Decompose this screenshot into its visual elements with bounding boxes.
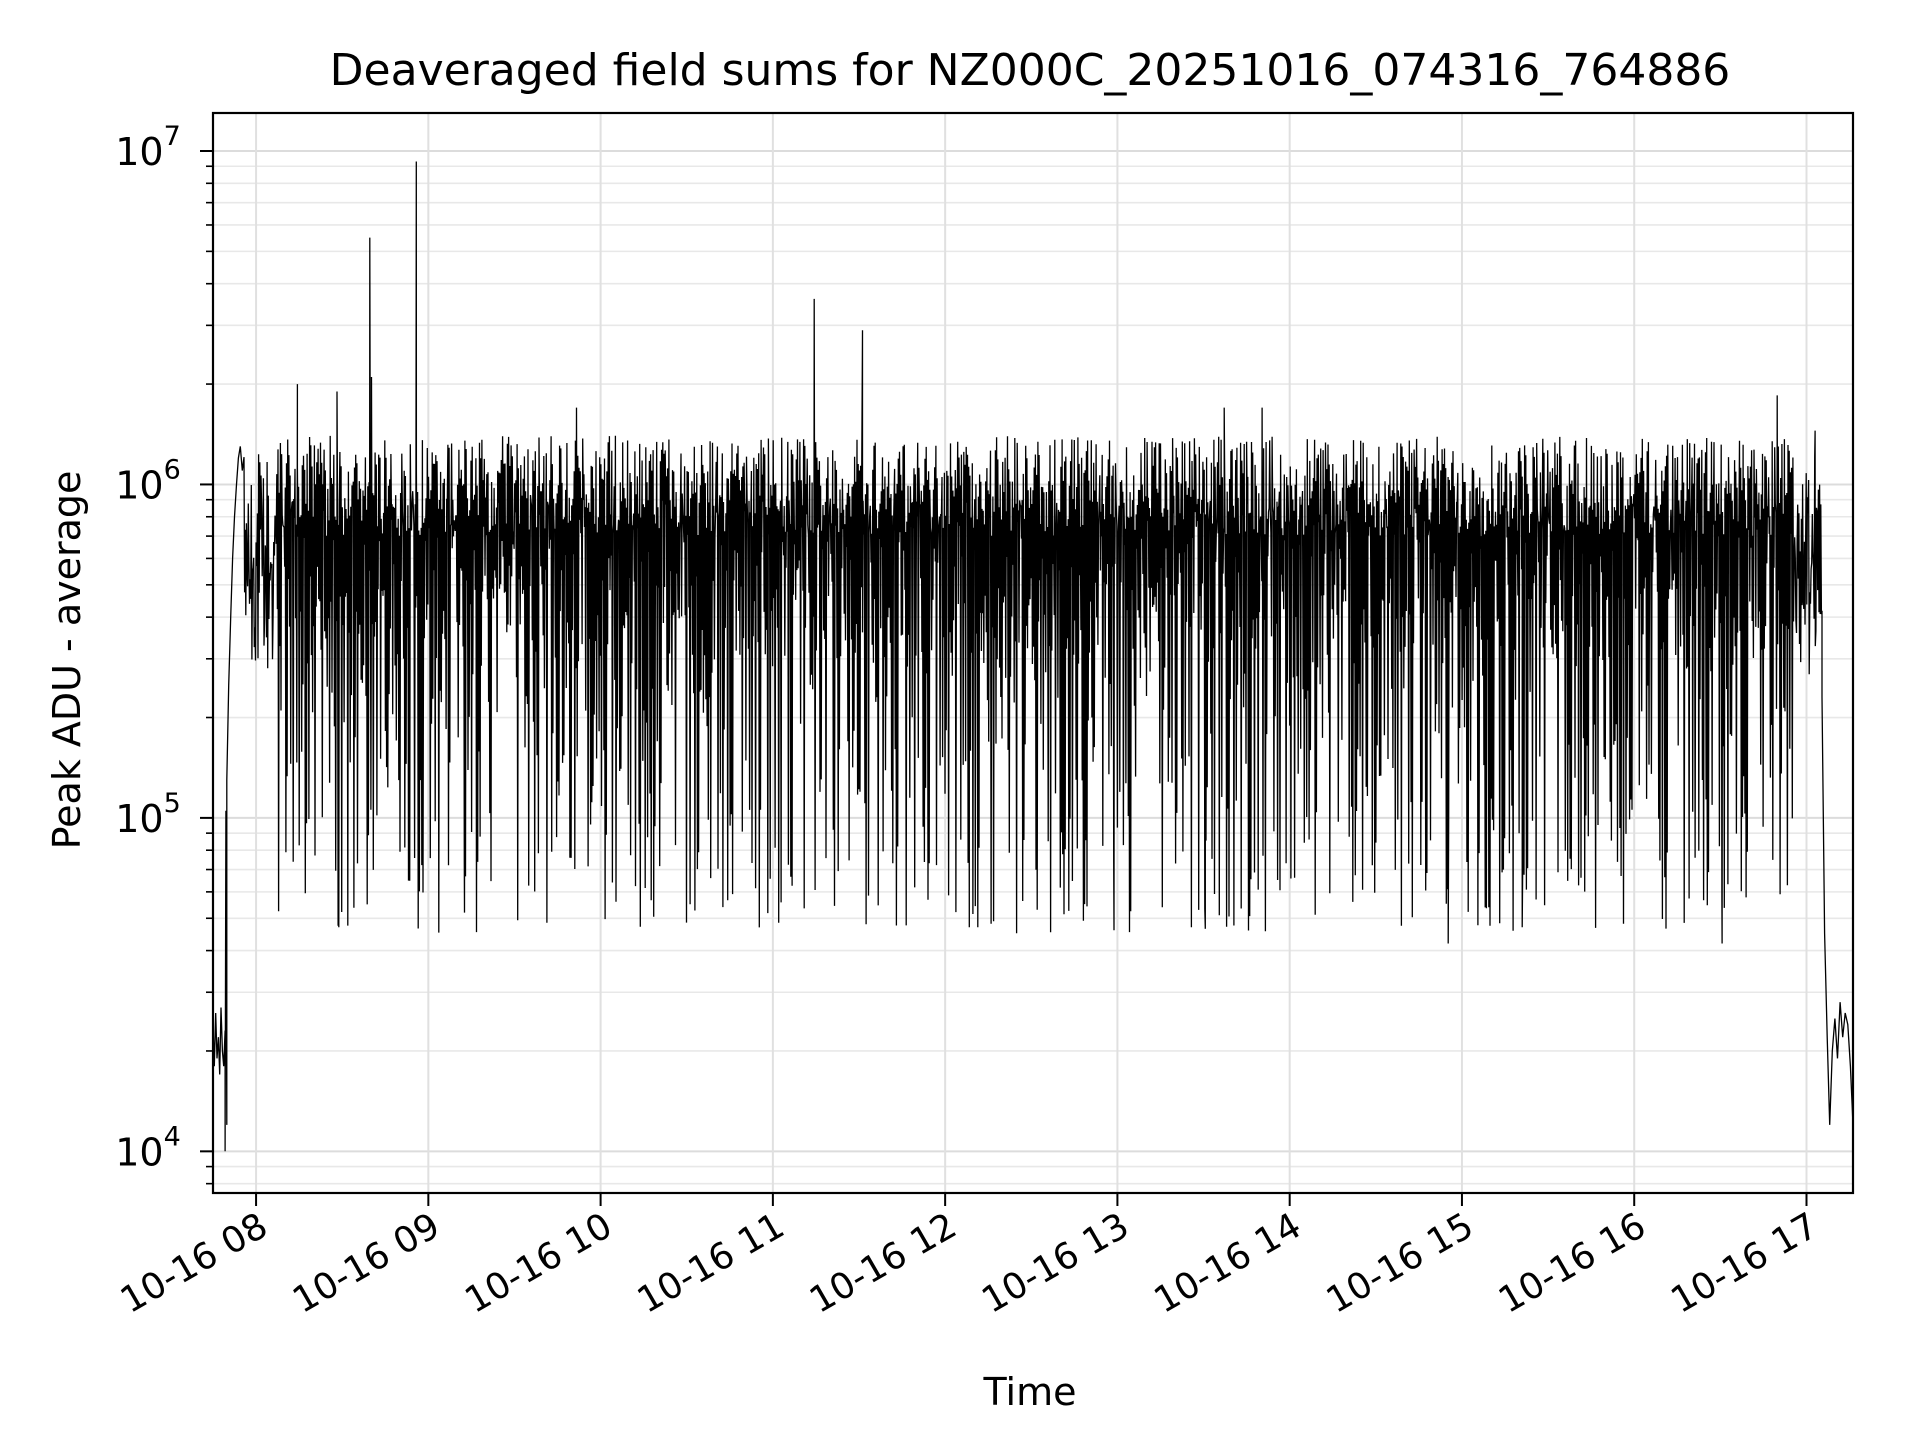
plot-frame: [211, 111, 1855, 1195]
y-tick-label: 104: [115, 1121, 181, 1174]
series-line: [212, 161, 1854, 1152]
series-layer: [212, 161, 1854, 1152]
y-tick-label: 105: [115, 788, 181, 841]
y-axis-label: Peak ADU - average: [45, 471, 89, 850]
y-tick-label: 107: [115, 121, 181, 174]
y-tick-label: 106: [115, 454, 181, 507]
x-axis-label: Time: [983, 1370, 1077, 1414]
grid-layer: [213, 113, 1853, 1193]
chart-title: Deaveraged field sums for NZ000C_2025101…: [330, 45, 1731, 96]
